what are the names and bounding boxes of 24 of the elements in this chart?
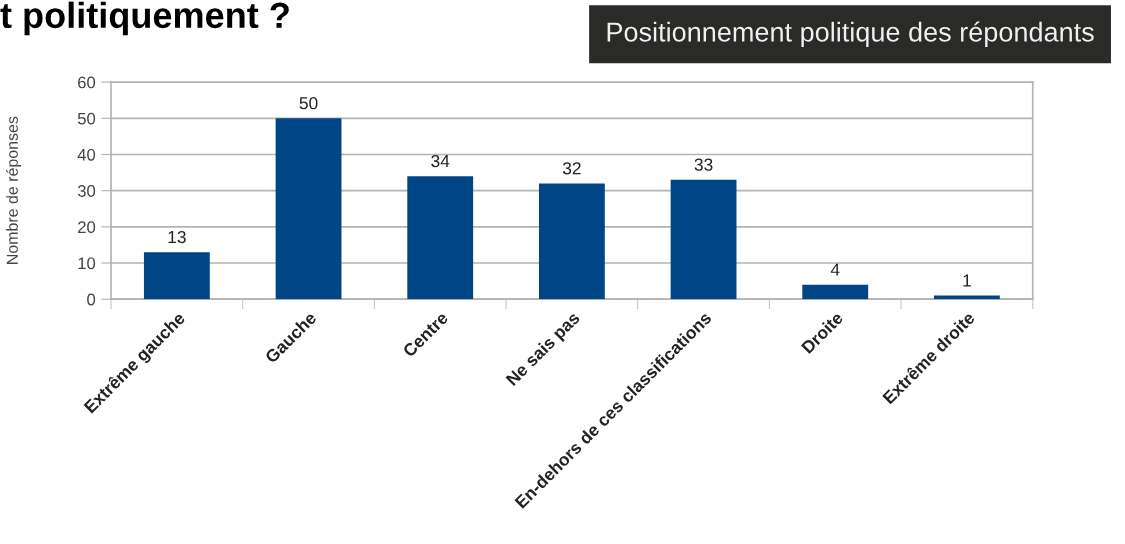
bar	[407, 176, 474, 300]
y-tick-label: 30	[77, 185, 96, 197]
data-label: 50	[299, 97, 318, 110]
bar	[143, 252, 210, 300]
bar	[802, 284, 869, 300]
data-label: 4	[830, 263, 840, 276]
data-label: 13	[168, 230, 186, 244]
data-label: 32	[562, 162, 581, 175]
bar	[538, 183, 605, 300]
y-tick-label: 10	[78, 257, 96, 270]
data-label: 34	[431, 154, 450, 168]
data-label: 33	[694, 158, 713, 171]
bar	[275, 118, 342, 300]
y-axis-title: Nombre de réponses	[6, 116, 22, 264]
y-tick-label: 40	[77, 148, 96, 161]
bar	[670, 179, 737, 300]
y-tick-label: 50	[77, 112, 96, 125]
y-tick-label: 0	[87, 293, 96, 306]
y-tick-label: 20	[78, 221, 96, 234]
chart-subtitle: Positionnement politique des répondants	[607, 21, 1094, 48]
data-label: 1	[963, 274, 971, 287]
chart-title: t politiquement ?	[0, 1, 289, 36]
x-tick-label: Ne sais pas	[505, 310, 583, 389]
y-tick-label: 60	[78, 76, 96, 89]
